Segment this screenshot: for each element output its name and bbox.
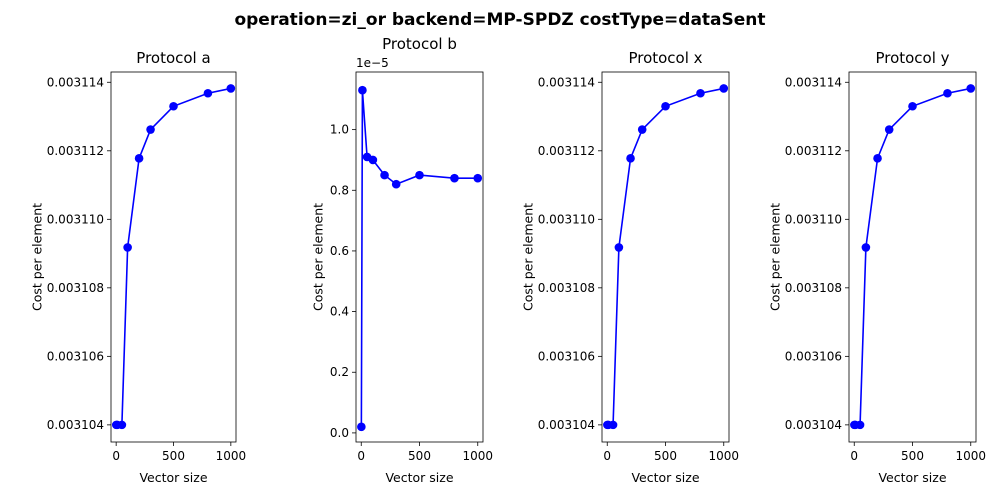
y-tick-label: 0.003110 bbox=[538, 212, 595, 226]
axes-frame bbox=[110, 71, 237, 443]
y-axis-label: Cost per element bbox=[767, 203, 782, 311]
y-axis-label: Cost per element bbox=[520, 203, 535, 311]
data-point bbox=[943, 88, 952, 98]
data-point bbox=[719, 84, 729, 93]
axes-frame bbox=[601, 71, 730, 443]
data-point bbox=[368, 155, 378, 165]
data-point bbox=[473, 173, 483, 183]
data-point bbox=[873, 154, 882, 163]
data-point bbox=[146, 125, 155, 134]
subplot-2: Protocol b 1e−5 0 500 1000 0.0 0.2 0.4 0.6 0.8 1.0… bbox=[310, 35, 493, 485]
data-point bbox=[203, 88, 213, 98]
y-tick-label: 0.003112 bbox=[47, 144, 104, 158]
x-tick-label: 0 bbox=[850, 449, 858, 463]
subplot-title: Protocol a bbox=[136, 49, 210, 67]
data-point bbox=[357, 422, 366, 432]
x-axis-label: Vector size bbox=[139, 470, 207, 485]
subplot-3: Protocol x 0 500 1000 0.003104 0.003106 0.0031… bbox=[520, 49, 739, 485]
data-point bbox=[380, 170, 389, 180]
y-tick-label: 0.003104 bbox=[538, 418, 595, 432]
x-tick-label: 0 bbox=[357, 449, 365, 463]
data-point bbox=[415, 170, 424, 180]
y-tick-label: 0.003114 bbox=[47, 75, 104, 89]
y-tick-label: 0.2 bbox=[330, 365, 349, 379]
y-tick-label: 0.003110 bbox=[47, 212, 104, 226]
data-point bbox=[661, 101, 670, 111]
y-tick-label: 0.003108 bbox=[47, 281, 104, 295]
x-axis-label: Vector size bbox=[385, 470, 453, 485]
x-tick-label: 0 bbox=[112, 449, 120, 463]
data-point bbox=[884, 125, 894, 134]
x-tick-label: 500 bbox=[901, 449, 924, 463]
axes-frame bbox=[355, 71, 484, 443]
y-tick-label: 0.003112 bbox=[538, 144, 595, 158]
x-tick-label: 500 bbox=[162, 449, 185, 463]
data-point bbox=[614, 243, 624, 252]
figure-suptitle: operation=zi_or backend=MP-SPDZ costType… bbox=[234, 10, 765, 30]
x-tick-label: 500 bbox=[408, 449, 431, 463]
data-point bbox=[861, 243, 871, 252]
data-point bbox=[169, 101, 178, 111]
subplots: Protocol a 0 500 1000 0.003104 0.003106 0.0031… bbox=[29, 35, 986, 485]
data-point bbox=[226, 84, 236, 93]
x-tick-label: 1000 bbox=[216, 449, 247, 463]
data-point bbox=[855, 420, 865, 430]
data-point bbox=[696, 88, 705, 98]
series-line bbox=[360, 90, 478, 427]
data-point bbox=[117, 420, 127, 430]
subplot-title: Protocol y bbox=[875, 49, 949, 67]
data-point bbox=[123, 243, 132, 252]
subplot-title: Protocol x bbox=[628, 49, 702, 67]
y-tick-label: 0.003104 bbox=[47, 418, 104, 432]
y-tick-label: 0.003114 bbox=[538, 75, 595, 89]
series-line bbox=[116, 87, 232, 426]
axes-frame bbox=[848, 71, 977, 443]
y-tick-label: 0.003114 bbox=[785, 75, 842, 89]
x-tick-label: 500 bbox=[654, 449, 677, 463]
data-point bbox=[134, 154, 144, 163]
data-point bbox=[908, 101, 917, 111]
x-axis-label: Vector size bbox=[631, 470, 699, 485]
y-tick-label: 0.003110 bbox=[785, 212, 842, 226]
subplot-title: Protocol b bbox=[382, 35, 457, 53]
axis-offset-label: 1e−5 bbox=[356, 56, 389, 70]
subplot-4: Protocol y 0 500 1000 0.003104 0.003106 0.0031… bbox=[767, 49, 986, 485]
y-tick-label: 1.0 bbox=[330, 123, 349, 137]
series-line bbox=[854, 87, 971, 426]
x-tick-label: 1000 bbox=[708, 449, 739, 463]
y-tick-label: 0.003104 bbox=[785, 418, 842, 432]
y-tick-label: 0.003106 bbox=[785, 349, 842, 363]
data-point bbox=[450, 173, 459, 183]
y-axis-label: Cost per element bbox=[310, 203, 325, 311]
data-point bbox=[391, 179, 401, 189]
x-tick-label: 1000 bbox=[462, 449, 493, 463]
y-axis-label: Cost per element bbox=[29, 203, 44, 311]
data-point bbox=[966, 84, 976, 93]
y-tick-label: 0.003108 bbox=[538, 281, 595, 295]
y-tick-label: 0.4 bbox=[330, 305, 349, 319]
data-point bbox=[358, 85, 367, 95]
series-line bbox=[607, 87, 724, 426]
data-point bbox=[626, 154, 635, 163]
y-tick-label: 0.003106 bbox=[538, 349, 595, 363]
subplot-1: Protocol a 0 500 1000 0.003104 0.003106 0.0031… bbox=[29, 49, 246, 485]
y-tick-label: 0.8 bbox=[330, 183, 349, 197]
data-point bbox=[608, 420, 618, 430]
data-point bbox=[637, 125, 647, 134]
x-axis-label: Vector size bbox=[878, 470, 946, 485]
y-tick-label: 0.003108 bbox=[785, 281, 842, 295]
y-tick-label: 0.003112 bbox=[785, 144, 842, 158]
y-tick-label: 0.0 bbox=[330, 426, 349, 440]
x-tick-label: 1000 bbox=[955, 449, 986, 463]
y-tick-label: 0.6 bbox=[330, 244, 349, 258]
x-tick-label: 0 bbox=[603, 449, 611, 463]
y-tick-label: 0.003106 bbox=[47, 349, 104, 363]
